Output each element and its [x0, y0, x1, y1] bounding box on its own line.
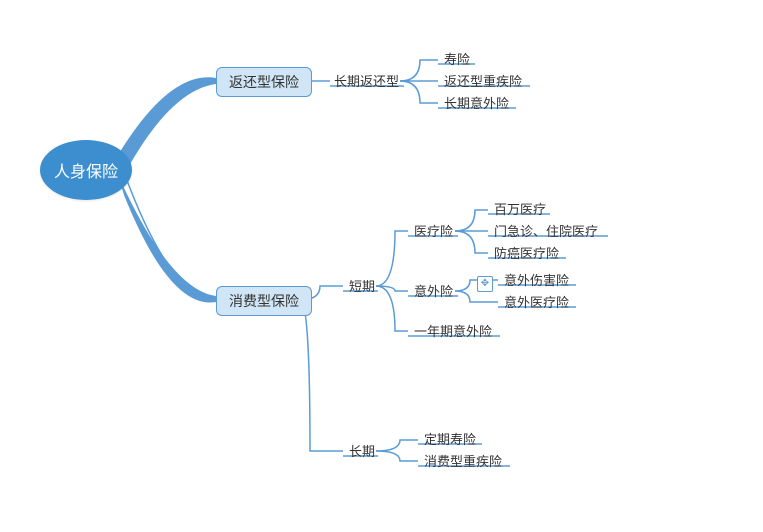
leaf-term-life[interactable]: 定期寿险 [420, 428, 480, 449]
node-longterm[interactable]: 长期 [345, 440, 379, 461]
node-longterm-return[interactable]: 长期返还型 [330, 70, 403, 91]
root-node[interactable]: 人身保险 [40, 140, 132, 200]
leaf-longterm-accident[interactable]: 长期意外险 [440, 92, 513, 113]
branch-returnable[interactable]: 返还型保险 [216, 67, 312, 97]
leaf-million-medical[interactable]: 百万医疗 [490, 198, 550, 219]
node-accident[interactable]: 意外险 [410, 280, 457, 301]
leaf-accident-injury[interactable]: 意外伤害险 [500, 269, 573, 290]
leaf-outpatient-medical[interactable]: 门急诊、住院医疗 [490, 220, 602, 241]
leaf-return-critical[interactable]: 返还型重疾险 [440, 70, 526, 91]
leaf-oneyear-accident[interactable]: 一年期意外险 [410, 320, 496, 341]
node-shortterm[interactable]: 短期 [345, 275, 379, 296]
move-handle-icon[interactable]: ✥ [477, 276, 493, 292]
leaf-accident-medical[interactable]: 意外医疗险 [500, 291, 573, 312]
leaf-life-insurance[interactable]: 寿险 [440, 48, 474, 69]
branch-consumption[interactable]: 消费型保险 [216, 286, 312, 316]
leaf-consumption-critical[interactable]: 消费型重疾险 [420, 450, 506, 471]
node-medical[interactable]: 医疗险 [410, 220, 457, 241]
leaf-cancer-medical[interactable]: 防癌医疗险 [490, 242, 563, 263]
